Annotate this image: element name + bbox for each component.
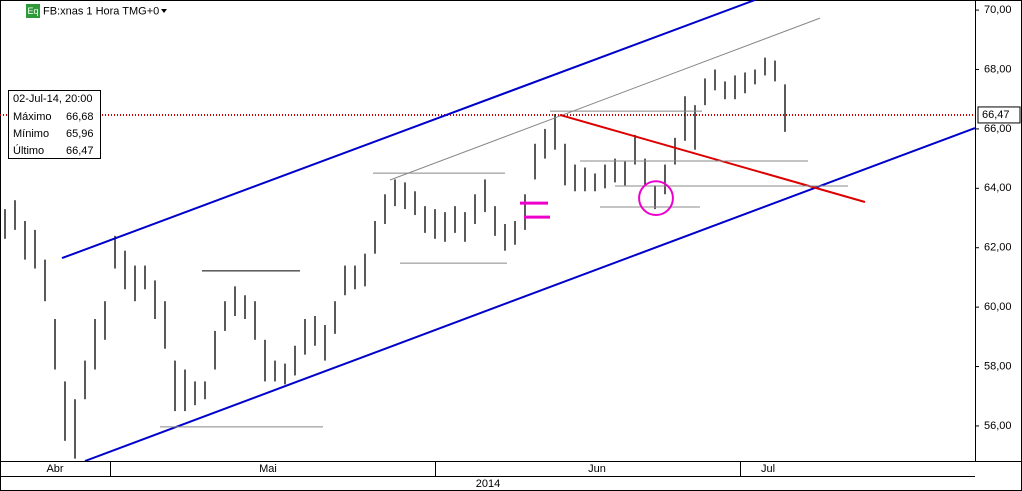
y-tick-label: 64,00 (984, 182, 1012, 194)
info-value: 66,47 (66, 145, 94, 157)
dropdown-arrow[interactable] (161, 9, 167, 13)
y-tick-label: 62,00 (984, 242, 1012, 254)
badge (26, 4, 40, 18)
trend-line (84, 127, 975, 461)
last-price-tag (977, 106, 1021, 124)
info-value: 66,68 (66, 111, 94, 123)
plot-area (0, 0, 975, 461)
info-label: Último (13, 144, 44, 157)
y-tick-label: 58,00 (984, 360, 1012, 372)
x-tick-label: Abr (46, 463, 63, 475)
trend-line (61, 0, 756, 260)
info-date: 02-Jul-14, 20:00 (13, 93, 93, 105)
y-tick-label: 66,00 (984, 123, 1012, 135)
info-box (8, 90, 101, 159)
x-tick-label: Jun (588, 463, 606, 475)
x-axis-label: 2014 (476, 478, 500, 490)
trend-line (389, 17, 821, 181)
y-tick-label: 68,00 (984, 63, 1012, 75)
badge-text: Eq (27, 6, 38, 16)
y-tick-label: 60,00 (984, 301, 1012, 313)
info-label: Máximo (13, 111, 52, 123)
x-tick-label: Jul (761, 463, 775, 475)
header-title: FB:xnas 1 Hora TMG+0 (43, 5, 159, 17)
highlight-circle (638, 180, 674, 217)
x-tick-label: Mai (259, 463, 277, 475)
trend-line (559, 113, 866, 203)
info-label: Mínimo (13, 128, 49, 140)
last-price-label: 66,47 (982, 109, 1010, 121)
y-tick-label: 56,00 (984, 420, 1012, 432)
info-value: 65,96 (66, 128, 94, 140)
y-tick-label: 70,00 (984, 4, 1012, 16)
